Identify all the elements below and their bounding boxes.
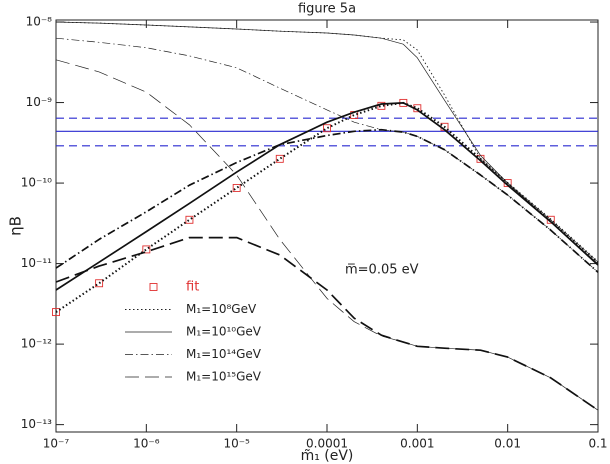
fit-marker: [142, 245, 151, 254]
x-tick-label: 10⁻⁶: [133, 437, 160, 451]
x-tick-label: 0.0001: [306, 437, 348, 451]
y-tick-label: 10⁻¹⁰: [21, 176, 52, 190]
y-tick-label: 10⁻¹¹: [21, 256, 52, 270]
series-line: [55, 102, 599, 291]
fit-marker: [185, 215, 194, 224]
legend-label: M₁=10¹⁰GeV: [186, 325, 262, 339]
x-tick-label: 10⁻⁷: [43, 437, 70, 451]
series-line: [55, 128, 599, 273]
series-line: [55, 59, 599, 411]
series-line: [55, 21, 599, 265]
fit-marker: [52, 308, 60, 317]
x-tick-label: 0.01: [494, 437, 521, 451]
x-axis-label: m̃₁ (eV): [301, 448, 354, 464]
legend-label: M₁=10⁸GeV: [186, 302, 257, 316]
x-tick-label: 0.001: [400, 437, 434, 451]
annotation: m̅=0.05 eV: [345, 263, 419, 278]
y-tick-label: 10⁻¹²: [21, 337, 52, 351]
fit-marker: [323, 124, 331, 133]
x-tick-label: 10⁻⁵: [223, 437, 250, 451]
series-line: [55, 101, 599, 313]
legend-label: fit: [186, 280, 199, 295]
y-tick-label: 10⁻⁹: [26, 95, 53, 109]
legend-marker: [149, 283, 158, 291]
fit-marker: [95, 279, 104, 288]
fit-marker: [232, 183, 241, 192]
plot-frame: [55, 19, 599, 433]
chart-title: figure 5a: [298, 2, 356, 17]
series-line: [55, 21, 599, 263]
legend-label: M₁=10¹⁵GeV: [186, 370, 262, 384]
series-line: [55, 236, 599, 411]
y-tick-label: 10⁻¹³: [21, 417, 52, 431]
y-tick-label: 10⁻⁸: [26, 15, 53, 29]
legend-label: M₁=10¹⁴GeV: [186, 347, 262, 361]
fit-marker: [275, 154, 284, 163]
y-axis-label: ηB: [7, 216, 25, 236]
x-tick-label: 0.1: [588, 437, 607, 451]
